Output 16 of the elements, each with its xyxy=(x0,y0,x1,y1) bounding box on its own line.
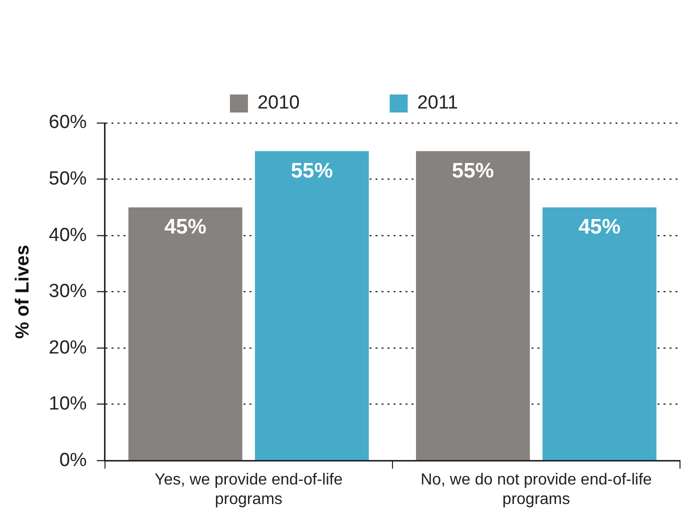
legend-label: 2011 xyxy=(417,92,458,114)
y-tick-label: 20% xyxy=(48,337,87,358)
y-tick-label: 10% xyxy=(48,394,87,415)
legend-label: 2010 xyxy=(257,92,300,114)
x-tick-label: No, we do not provide end-of-life programs xyxy=(420,472,652,508)
data-label: 45% xyxy=(164,216,207,239)
y-tick-label: 30% xyxy=(48,281,87,302)
y-tick-label: 60% xyxy=(48,112,87,134)
data-label: 45% xyxy=(578,216,621,239)
y-tick-label: 40% xyxy=(48,224,87,246)
y-axis-title: % of Lives xyxy=(12,244,34,339)
data-label: 55% xyxy=(452,159,494,182)
y-tick-label: 0% xyxy=(59,450,87,471)
data-label: 55% xyxy=(290,159,334,182)
y-tick-label: 50% xyxy=(48,168,87,190)
x-tick-label: Yes, we provide end-of-life programs xyxy=(154,472,343,508)
